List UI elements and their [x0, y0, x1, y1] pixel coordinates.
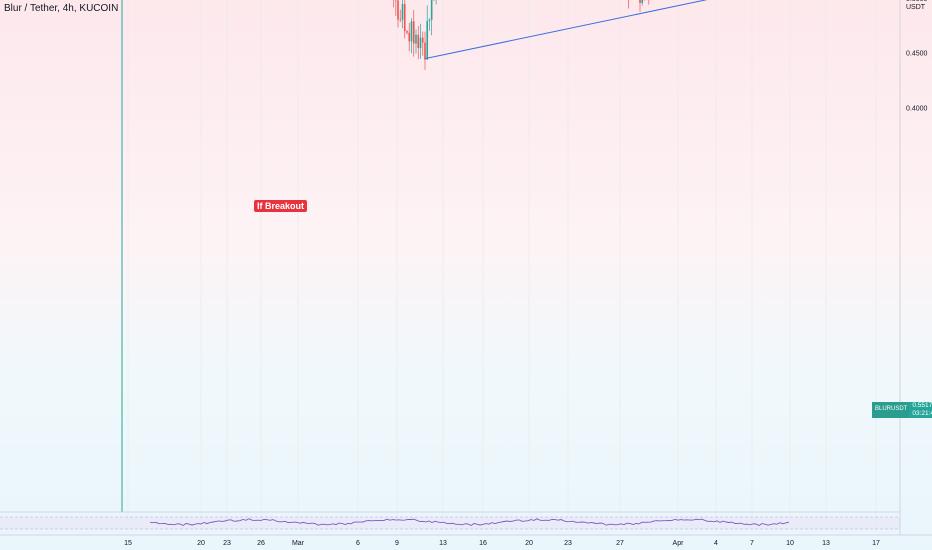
time-tick-label: 7	[750, 540, 754, 547]
candle-body	[397, 0, 399, 20]
time-tick-label: 6	[356, 540, 360, 547]
currency-label: USDT	[906, 4, 926, 11]
time-tick-label: 16	[479, 540, 487, 547]
price-axis[interactable]: 1.25001.20001.15001.10001.05001.00000.95…	[899, 0, 928, 535]
time-tick-label: 13	[439, 540, 447, 547]
trendline	[424, 0, 708, 60]
last-price-value: 0.5517	[912, 402, 932, 409]
time-tick-label: 27	[616, 540, 624, 547]
time-tick-label: 20	[197, 540, 205, 547]
time-tick-label: 15	[124, 540, 132, 547]
rsi-band	[0, 517, 900, 529]
time-tick-label: 17	[872, 540, 880, 547]
candles	[393, 0, 650, 70]
last-price-tag: BLURUSDT 0.5517 03:21:41	[872, 402, 932, 418]
candle-body	[406, 31, 408, 33]
time-tick-label: 13	[822, 540, 830, 547]
candle-body	[428, 19, 431, 21]
price-tag-box: 0.5517 03:21:41	[909, 402, 932, 418]
candle-body	[426, 20, 429, 60]
candle-body	[424, 42, 426, 60]
time-tick-label: 4	[714, 540, 718, 547]
grid	[127, 0, 877, 530]
candle-body	[412, 21, 415, 44]
time-tick-label: Mar	[292, 540, 305, 547]
candle-body	[641, 0, 643, 3]
rsi-panel	[0, 511, 900, 530]
rsi-line	[149, 518, 790, 527]
symbol-title[interactable]: Blur / Tether, 4h, KUCOIN	[4, 3, 119, 14]
time-tick-label: 26	[257, 540, 265, 547]
candle-body	[408, 32, 411, 42]
time-tick-label: 23	[564, 540, 572, 547]
candle-body	[417, 34, 420, 49]
candle-body	[421, 37, 424, 43]
candle-body	[410, 21, 413, 42]
candle-body	[401, 4, 404, 20]
breakout-callout: If Breakout	[254, 200, 308, 212]
candle-body	[399, 19, 402, 21]
price-tick-label: 0.4500	[906, 51, 928, 58]
time-axis[interactable]: 15 20 23 26 Mar 6 9 13 16 20 23 27 Apr 4 7 10 13 17	[0, 534, 932, 547]
price-tick-label: 0.4000	[906, 105, 928, 112]
time-tick-label: 20	[525, 540, 533, 547]
time-tick-label: 10	[786, 540, 794, 547]
time-tick-label: 23	[223, 540, 231, 547]
symbol-tag: BLURUSDT	[872, 402, 910, 418]
trendlines[interactable]	[0, 0, 900, 60]
candle-body	[430, 0, 433, 20]
candle-body	[415, 34, 417, 44]
candle-body	[419, 37, 422, 49]
bar-countdown: 03:21:41	[912, 410, 932, 417]
time-tick-label: 9	[395, 540, 399, 547]
candle-body	[403, 4, 406, 32]
candle-body	[639, 0, 641, 3]
time-tick-label: Apr	[673, 540, 685, 547]
